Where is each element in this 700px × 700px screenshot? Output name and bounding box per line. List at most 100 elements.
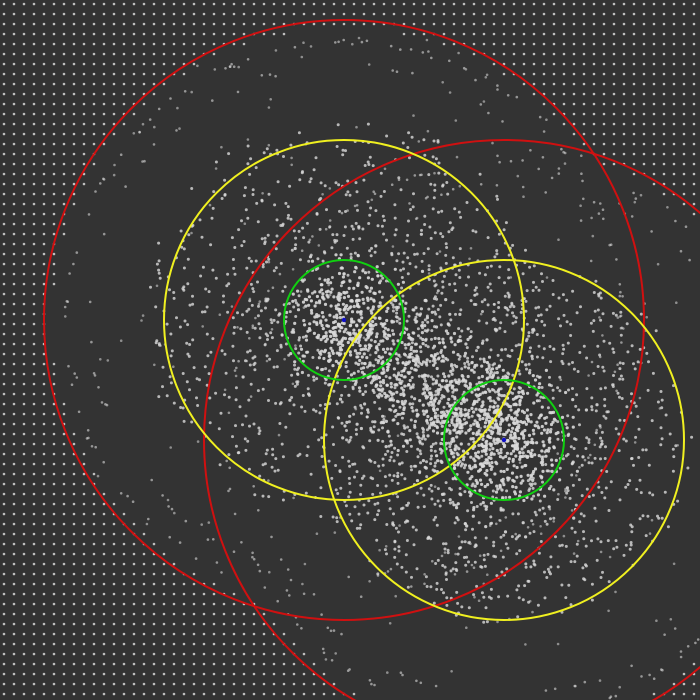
- grid-particle: [592, 2, 596, 6]
- grid-particle: [52, 462, 56, 466]
- particle: [572, 367, 576, 371]
- particle: [367, 163, 371, 166]
- grid-particle: [292, 662, 296, 666]
- particle: [474, 303, 478, 306]
- grid-particle: [572, 132, 576, 136]
- grid-particle: [212, 662, 216, 666]
- particle: [502, 469, 506, 474]
- particle: [453, 343, 457, 347]
- particle: [495, 462, 499, 466]
- particle: [339, 266, 343, 270]
- particle: [366, 408, 370, 412]
- grid-particle: [202, 682, 206, 686]
- particle: [603, 404, 607, 408]
- particle: [331, 233, 335, 237]
- particle: [434, 515, 437, 519]
- grid-particle: [62, 132, 66, 136]
- grid-particle: [612, 12, 616, 16]
- particle: [378, 301, 382, 305]
- grid-particle: [42, 152, 46, 156]
- particle: [601, 365, 605, 369]
- particle: [590, 461, 594, 465]
- particle: [638, 517, 642, 521]
- particle: [551, 420, 555, 424]
- particle: [487, 455, 491, 460]
- particle: [425, 428, 429, 432]
- particle: [387, 499, 391, 502]
- particle: [511, 449, 516, 453]
- grid-particle: [552, 32, 556, 36]
- particle: [499, 358, 503, 362]
- particle: [431, 442, 435, 446]
- grid-particle: [472, 52, 476, 56]
- grid-particle: [32, 152, 36, 156]
- particle: [413, 318, 417, 322]
- particle: [545, 431, 549, 435]
- grid-particle: [632, 92, 636, 96]
- grid-particle: [2, 542, 6, 546]
- particle: [309, 177, 313, 181]
- grid-particle: [192, 672, 196, 676]
- grid-particle: [582, 142, 586, 146]
- grid-particle: [682, 692, 686, 696]
- particle: [459, 410, 463, 414]
- particle: [463, 463, 467, 467]
- particle: [376, 501, 380, 505]
- particle: [423, 298, 427, 303]
- particle: [381, 261, 385, 265]
- particle: [415, 354, 419, 358]
- particle: [231, 435, 234, 439]
- particle: [447, 397, 451, 401]
- grid-particle: [142, 682, 146, 686]
- particle: [557, 296, 561, 300]
- particle: [384, 453, 387, 456]
- grid-particle: [162, 672, 166, 676]
- particle: [397, 176, 401, 180]
- particle: [518, 461, 522, 464]
- grid-particle: [472, 2, 476, 6]
- particle: [348, 490, 352, 494]
- grid-particle: [272, 12, 276, 16]
- particle: [608, 341, 612, 345]
- particle: [269, 98, 273, 101]
- grid-particle: [92, 2, 96, 6]
- particle: [690, 435, 694, 439]
- particle: [243, 186, 247, 190]
- grid-particle: [232, 682, 236, 686]
- particle: [395, 259, 399, 263]
- grid-particle: [22, 412, 26, 416]
- grid-particle: [182, 52, 186, 56]
- particle: [414, 349, 419, 353]
- particle: [487, 435, 491, 439]
- particle: [425, 460, 428, 464]
- particle: [527, 362, 531, 366]
- particle: [499, 469, 503, 473]
- grid-particle: [32, 122, 36, 126]
- particle: [381, 214, 385, 218]
- grid-particle: [182, 662, 186, 666]
- grid-particle: [22, 462, 26, 466]
- particle: [278, 312, 282, 316]
- grid-particle: [102, 102, 106, 106]
- particle: [444, 298, 448, 302]
- grid-particle: [2, 672, 6, 676]
- particle: [441, 81, 445, 84]
- particle: [545, 576, 549, 579]
- particle: [408, 402, 412, 406]
- grid-particle: [312, 22, 316, 26]
- particle: [489, 587, 493, 591]
- particle: [454, 408, 458, 412]
- grid-particle: [552, 82, 556, 86]
- particle: [507, 253, 511, 257]
- particle: [407, 131, 411, 135]
- particle: [190, 231, 193, 235]
- particle: [377, 464, 381, 468]
- grid-particle: [62, 512, 66, 516]
- grid-particle: [52, 412, 56, 416]
- particle: [231, 344, 235, 348]
- particle: [389, 301, 393, 305]
- particle: [338, 397, 343, 401]
- particle: [431, 304, 435, 308]
- particle: [522, 195, 525, 198]
- particle: [432, 601, 436, 605]
